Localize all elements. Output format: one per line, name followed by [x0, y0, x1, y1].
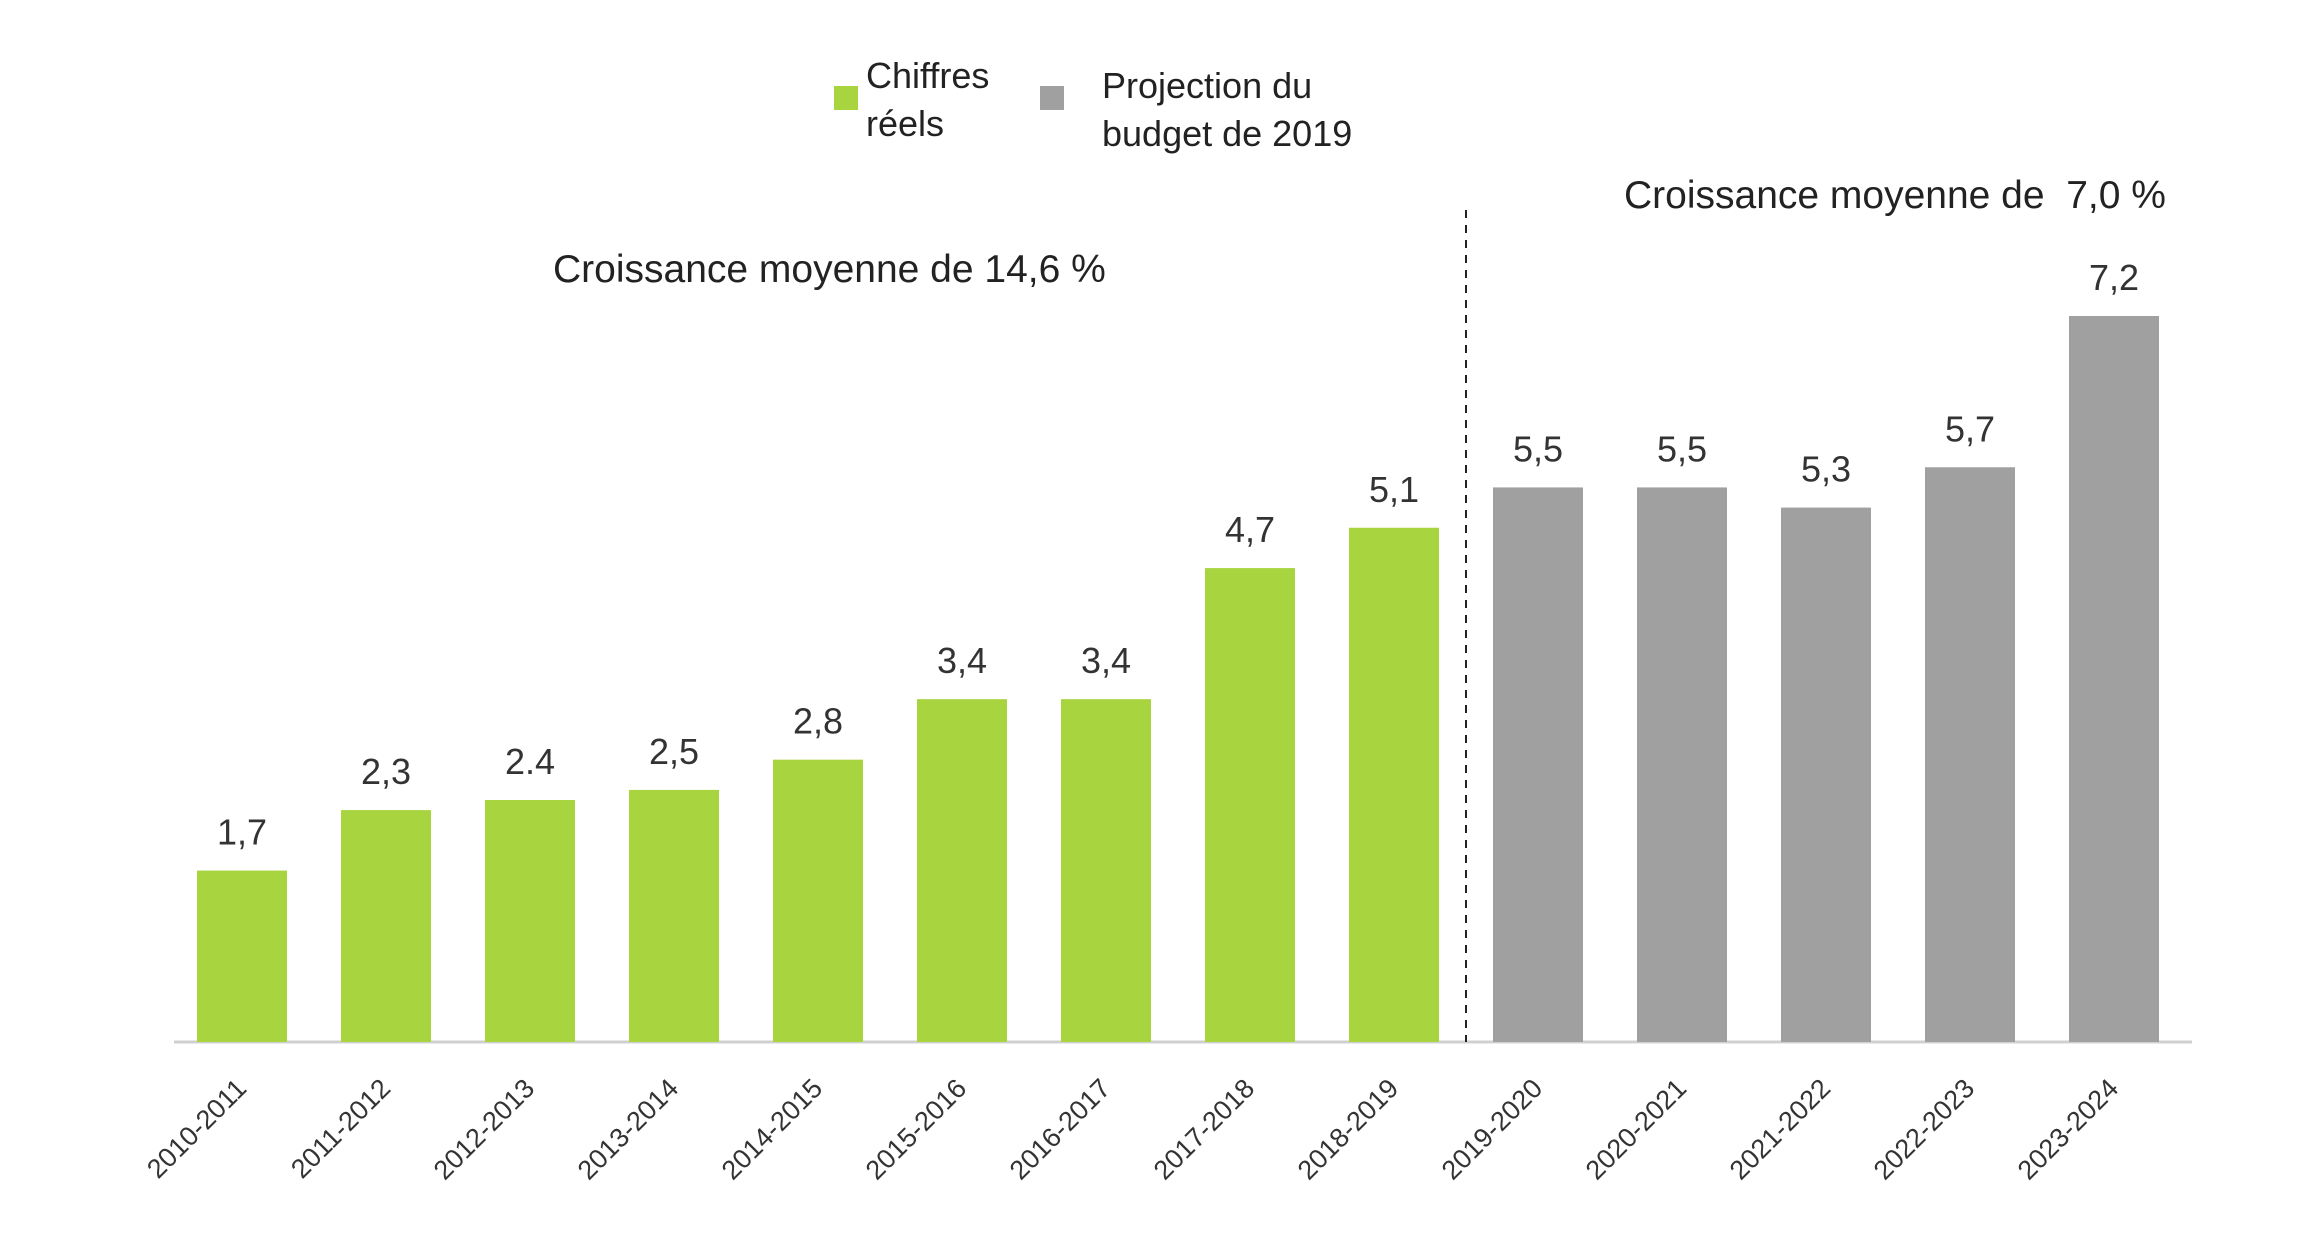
legend-label-actual-line2: réels: [866, 103, 945, 144]
x-tick-label-2023-2024: 2023-2024: [2012, 1073, 2125, 1186]
x-tick-label-2013-2014: 2013-2014: [572, 1073, 685, 1186]
x-tick-label-2020-2021: 2020-2021: [1580, 1073, 1693, 1186]
annotation-right-growth: Croissance moyenne de 7,0 %: [1624, 174, 2166, 217]
bar-actual-2016-2017: [1061, 699, 1151, 1042]
bar-projection-2019-2020: [1493, 487, 1583, 1043]
bar-actual-2010-2011: [197, 870, 287, 1042]
bar-projection-2020-2021: [1637, 487, 1727, 1043]
bar-actual-2017-2018: [1205, 568, 1295, 1042]
legend-swatch-projection: [1040, 86, 1064, 110]
x-tick-label-2014-2015: 2014-2015: [716, 1073, 829, 1186]
annotation-left-growth: Croissance moyenne de 14,6 %: [553, 248, 1106, 291]
bar-actual-2014-2015: [773, 759, 863, 1042]
legend-label-projection-line2: budget de 2019: [1102, 113, 1353, 154]
bar-projection-2023-2024: [2069, 316, 2159, 1042]
data-label-2017-2018: 4,7: [1225, 509, 1275, 550]
x-tick-label-2015-2016: 2015-2016: [860, 1073, 973, 1186]
data-label-2012-2013: 2.4: [505, 741, 555, 782]
x-tick-label-2021-2022: 2021-2022: [1724, 1073, 1837, 1186]
legend-label-actual: Chiffres réels: [866, 52, 989, 148]
data-label-2022-2023: 5,7: [1945, 408, 1995, 449]
data-label-2023-2024: 7,2: [2089, 257, 2139, 298]
x-tick-label-2016-2017: 2016-2017: [1004, 1073, 1117, 1186]
bar-actual-2012-2013: [485, 800, 575, 1042]
data-label-2020-2021: 5,5: [1657, 428, 1707, 469]
x-tick-label-2011-2012: 2011-2012: [285, 1073, 396, 1184]
x-tick-label-2017-2018: 2017-2018: [1148, 1073, 1261, 1186]
legend-swatch-actual: [834, 86, 858, 110]
x-tick-label-2010-2011: 2010-2011: [141, 1073, 252, 1184]
legend-label-actual-line1: Chiffres: [866, 55, 990, 96]
data-label-2016-2017: 3,4: [1081, 640, 1131, 681]
legend-label-projection: Projection du budget de 2019: [1102, 62, 1352, 158]
x-tick-label-2019-2020: 2019-2020: [1436, 1073, 1549, 1186]
x-tick-label-2012-2013: 2012-2013: [428, 1073, 541, 1186]
data-label-2019-2020: 5,5: [1513, 428, 1563, 469]
bar-projection-2021-2022: [1781, 507, 1871, 1042]
bar-actual-2013-2014: [629, 789, 719, 1042]
bar-actual-2018-2019: [1349, 527, 1439, 1042]
data-label-2015-2016: 3,4: [937, 640, 987, 681]
data-label-2018-2019: 5,1: [1369, 469, 1419, 510]
legend-label-projection-line1: Projection du: [1102, 65, 1313, 106]
x-tick-label-2022-2023: 2022-2023: [1868, 1073, 1981, 1186]
bar-actual-2015-2016: [917, 699, 1007, 1042]
data-label-2021-2022: 5,3: [1801, 449, 1851, 490]
data-label-2014-2015: 2,8: [793, 701, 843, 742]
data-label-2010-2011: 1,7: [217, 812, 267, 853]
data-label-2011-2012: 2,3: [361, 751, 411, 792]
data-label-2013-2014: 2,5: [649, 731, 699, 772]
x-tick-label-2018-2019: 2018-2019: [1292, 1073, 1405, 1186]
bar-projection-2022-2023: [1925, 467, 2015, 1042]
bar-actual-2011-2012: [341, 810, 431, 1042]
